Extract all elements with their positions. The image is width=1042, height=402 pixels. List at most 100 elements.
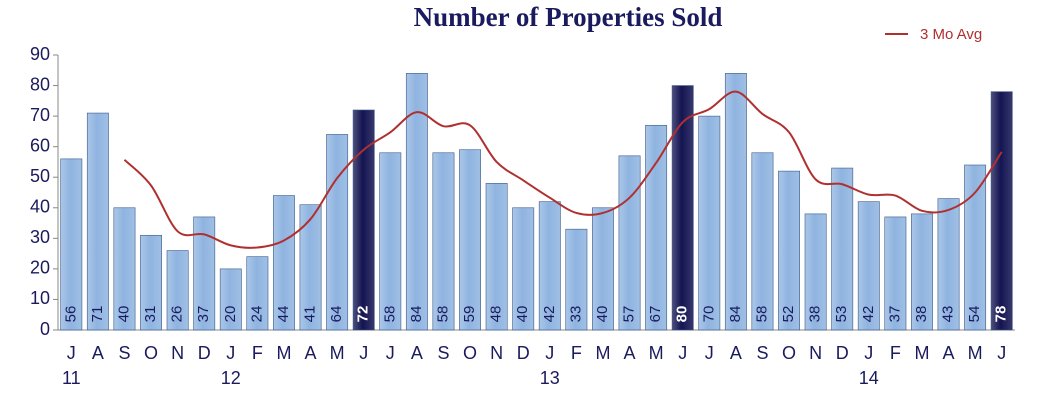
x-tick-label: J xyxy=(226,343,235,363)
y-tick-label: 0 xyxy=(40,319,50,339)
x-tick-label: S xyxy=(118,343,130,363)
bar-value-label: 84 xyxy=(408,306,425,323)
bar-value-label: 71 xyxy=(89,306,106,323)
x-tick-label: M xyxy=(649,343,664,363)
x-tick-label: A xyxy=(730,343,742,363)
bar xyxy=(86,112,109,331)
bar-value-label: 41 xyxy=(302,306,319,323)
x-tick-label: F xyxy=(890,343,901,363)
bar-value-label: 58 xyxy=(753,306,770,323)
x-tick-label: D xyxy=(836,343,849,363)
bar-value-label: 80 xyxy=(674,306,691,323)
bar-value-label: 48 xyxy=(488,306,505,323)
bar-value-label: 31 xyxy=(142,306,159,323)
bar-value-label: 44 xyxy=(275,306,292,323)
x-year-label: 13 xyxy=(540,368,560,388)
x-tick-label: N xyxy=(171,343,184,363)
bar xyxy=(618,155,641,331)
x-tick-label: J xyxy=(386,343,395,363)
y-tick-label: 80 xyxy=(30,74,50,94)
bar xyxy=(671,85,694,331)
bar xyxy=(193,216,216,331)
bar xyxy=(273,195,295,331)
x-tick-label: A xyxy=(943,343,955,363)
bar xyxy=(60,158,83,331)
bar xyxy=(113,207,136,331)
x-tick-label: N xyxy=(490,343,503,363)
y-tick-label: 30 xyxy=(30,227,50,247)
bar xyxy=(724,73,747,331)
bar-value-label: 43 xyxy=(940,306,957,323)
x-tick-label: D xyxy=(517,343,530,363)
bar-value-label: 67 xyxy=(647,306,664,323)
bar-value-label: 37 xyxy=(886,306,903,323)
bar xyxy=(166,250,189,331)
avg-line xyxy=(123,90,1003,249)
y-tick-label: 60 xyxy=(30,135,50,155)
bar xyxy=(884,216,907,331)
x-tick-label: A xyxy=(305,343,317,363)
bar-value-label: 42 xyxy=(860,306,877,323)
x-tick-label: J xyxy=(997,343,1006,363)
bar xyxy=(831,167,854,331)
bar-value-label: 37 xyxy=(195,306,212,323)
x-tick-label: A xyxy=(92,343,104,363)
bar xyxy=(751,152,774,331)
x-tick-label: S xyxy=(756,343,768,363)
x-year-label: 14 xyxy=(859,368,879,388)
bar-value-label: 78 xyxy=(993,306,1010,323)
bar xyxy=(857,201,880,331)
x-tick-label: N xyxy=(809,343,822,363)
y-tick-label: 90 xyxy=(30,44,50,64)
y-tick-label: 50 xyxy=(30,166,50,186)
bar xyxy=(778,170,800,331)
x-tick-label: F xyxy=(571,343,582,363)
bar-value-label: 26 xyxy=(169,306,186,323)
chart-title: Number of Properties Sold xyxy=(414,2,723,32)
bar xyxy=(299,204,322,331)
bar xyxy=(219,268,242,331)
x-tick-label: J xyxy=(359,343,368,363)
bar xyxy=(937,198,960,331)
bar-value-label: 40 xyxy=(115,306,132,323)
bar-value-label: 56 xyxy=(62,306,79,323)
bar-value-label: 40 xyxy=(594,306,611,323)
y-tick-label: 20 xyxy=(30,258,50,278)
x-tick-label: A xyxy=(624,343,636,363)
bar-value-label: 42 xyxy=(541,306,558,323)
x-tick-label: O xyxy=(782,343,796,363)
x-tick-label: M xyxy=(276,343,291,363)
x-tick-label: O xyxy=(144,343,158,363)
bar-value-label: 64 xyxy=(328,306,345,323)
x-tick-label: J xyxy=(864,343,873,363)
bar xyxy=(326,134,349,331)
bar-value-label: 72 xyxy=(355,306,372,323)
legend-label: 3 Mo Avg xyxy=(920,26,982,43)
bar-value-label: 53 xyxy=(833,306,850,323)
bar xyxy=(538,201,561,331)
bar-value-label: 58 xyxy=(434,306,451,323)
bar xyxy=(698,115,721,331)
bar-value-label: 24 xyxy=(248,306,265,323)
y-tick-label: 10 xyxy=(30,288,50,308)
bar-value-label: 20 xyxy=(222,306,239,323)
bar xyxy=(565,228,588,331)
bar-value-label: 59 xyxy=(461,306,478,323)
bar xyxy=(512,207,535,331)
x-tick-label: M xyxy=(330,343,345,363)
bar-value-label: 84 xyxy=(727,306,744,323)
bar xyxy=(804,213,827,331)
bar-value-label: 70 xyxy=(700,306,717,323)
bar-value-label: 38 xyxy=(913,306,930,323)
bar xyxy=(645,124,668,331)
bar xyxy=(459,149,481,331)
bar-value-label: 40 xyxy=(514,306,531,323)
bar-value-label: 58 xyxy=(381,306,398,323)
x-year-label: 12 xyxy=(221,368,241,388)
x-tick-label: D xyxy=(198,343,211,363)
bar xyxy=(379,152,402,331)
x-tick-label: J xyxy=(545,343,554,363)
bar xyxy=(246,256,269,331)
x-tick-label: F xyxy=(252,343,263,363)
